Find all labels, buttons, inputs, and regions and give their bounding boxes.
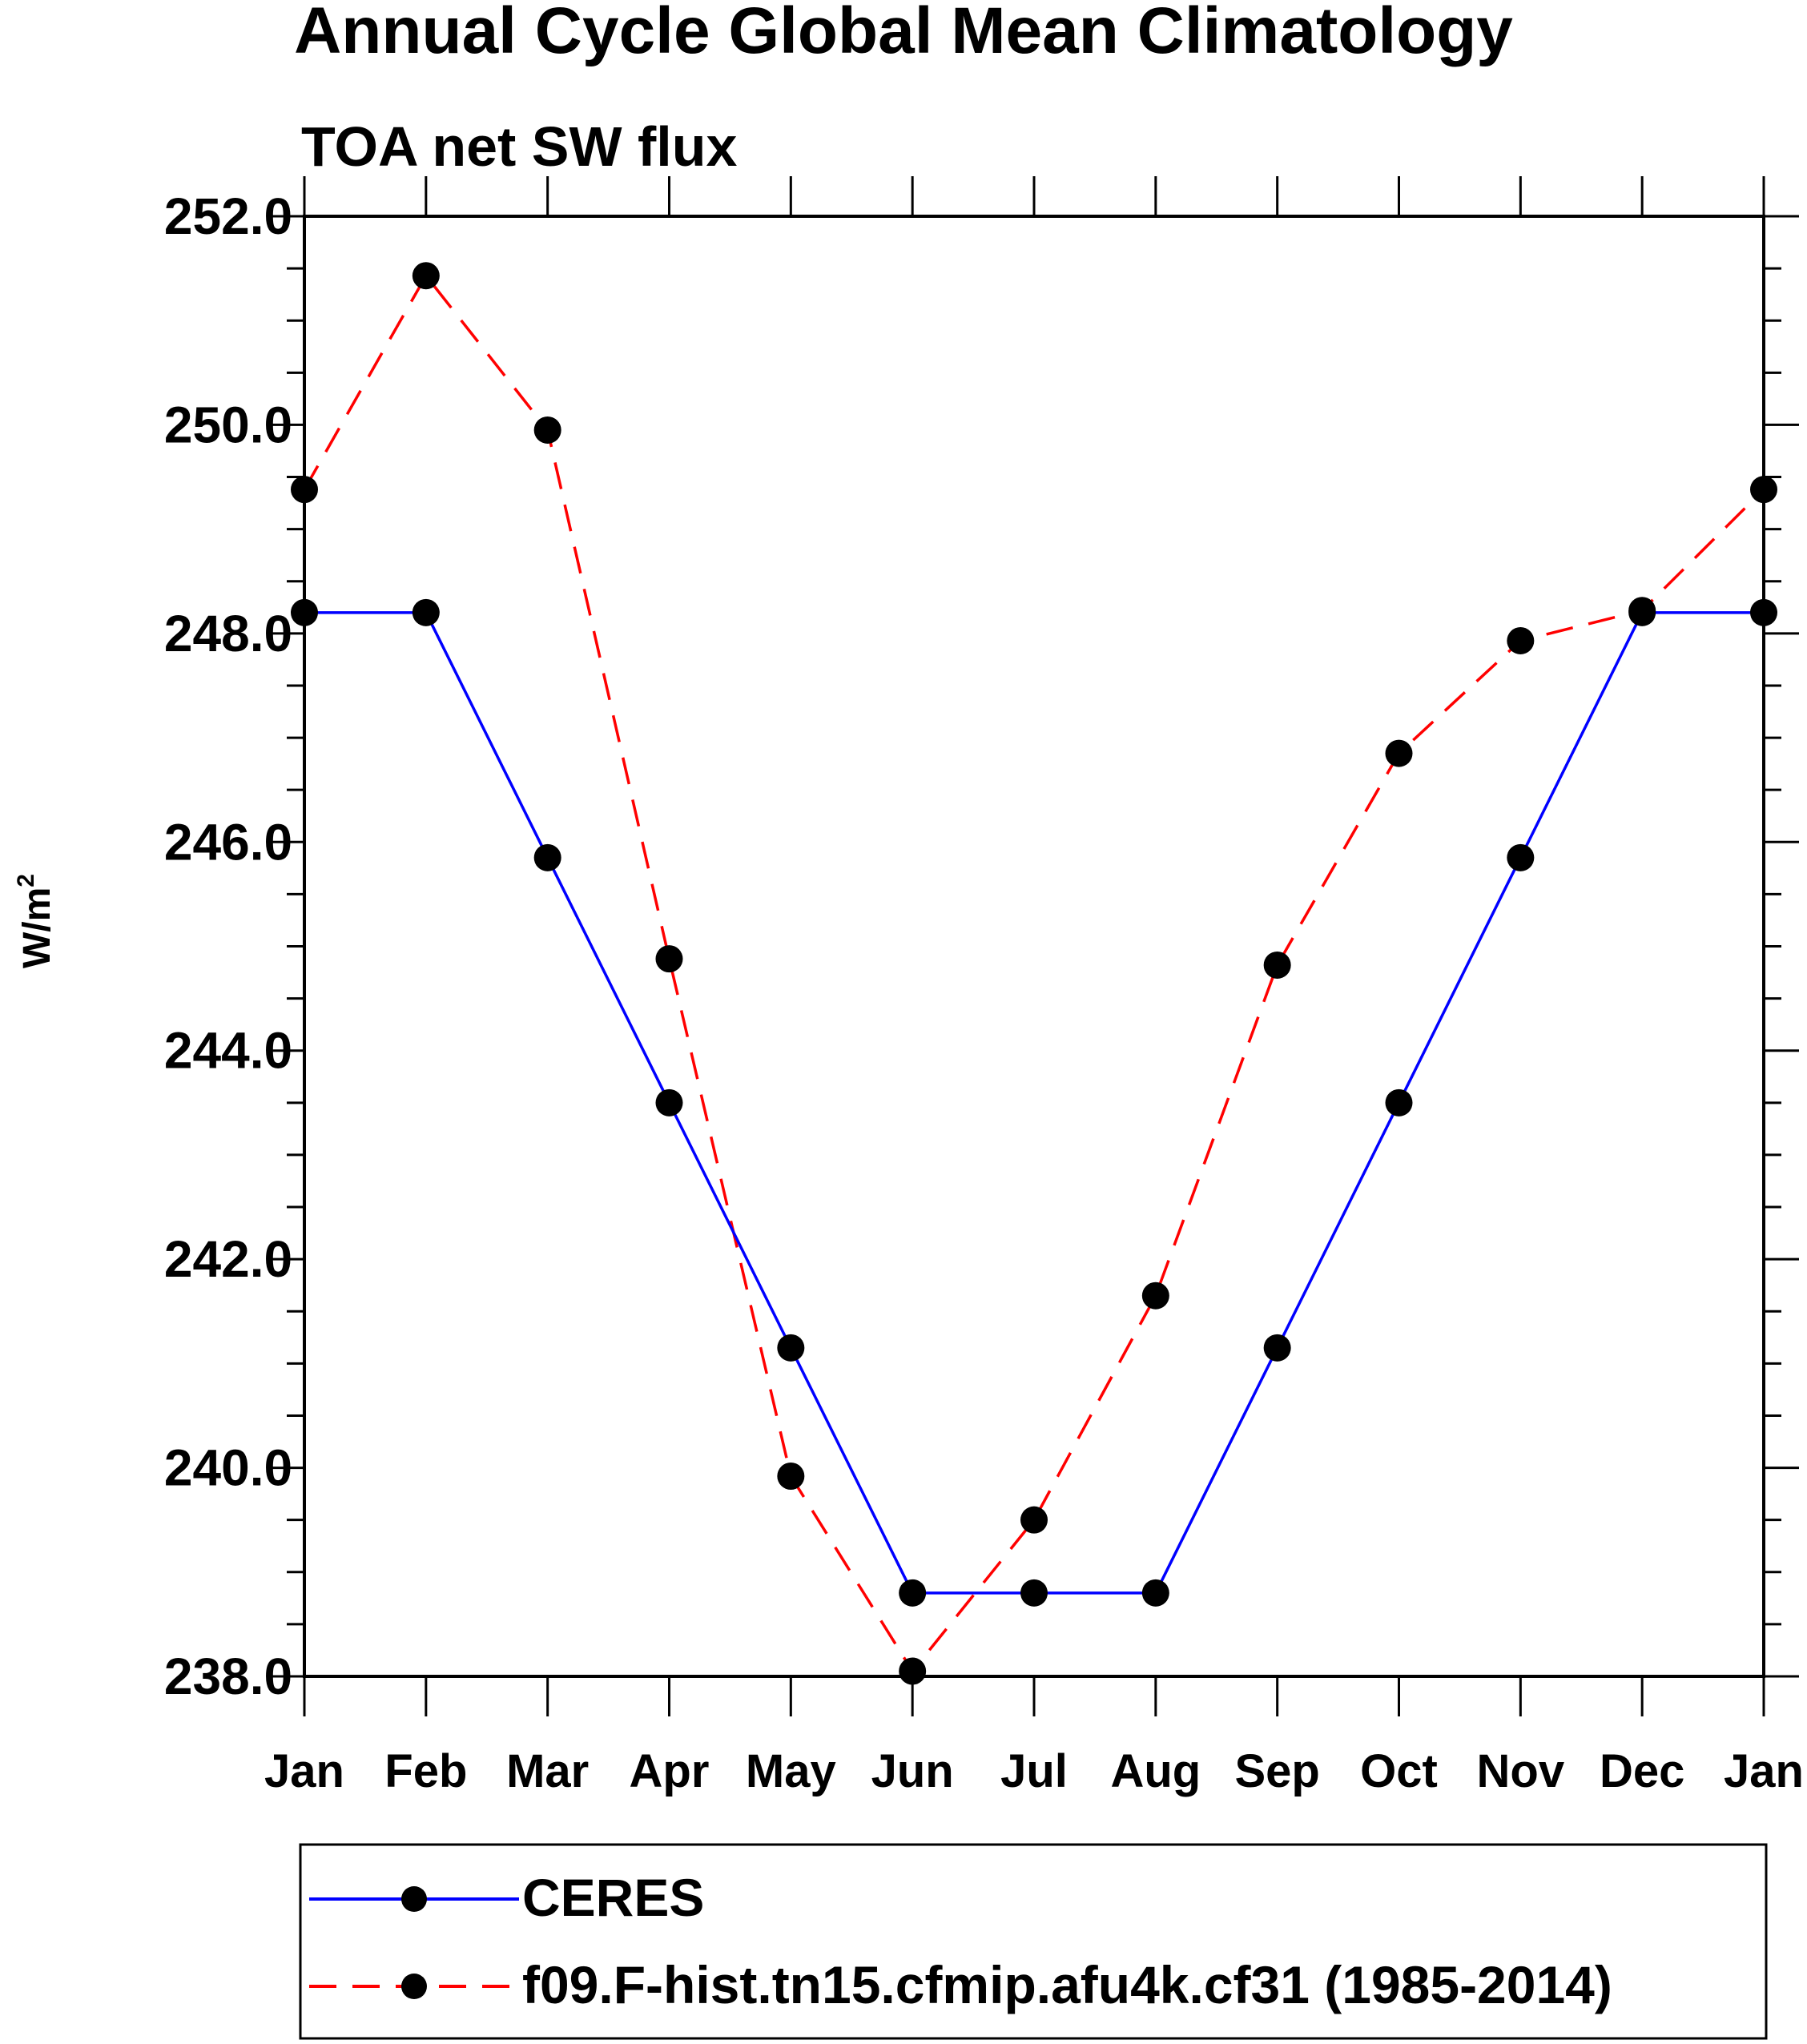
x-tick-label: Dec xyxy=(1600,1745,1684,1797)
y-tick-label: 240.0 xyxy=(164,1439,292,1497)
x-tick-label: Aug xyxy=(1110,1745,1201,1797)
data-point xyxy=(899,1579,927,1607)
legend-box xyxy=(299,1843,1768,2040)
axis-ticks xyxy=(269,176,1799,1716)
x-tick-labels: Jan Feb Mar Apr May Jun Jul Aug Sep Oct Nov Dec Jan xyxy=(264,1745,1804,1797)
data-point xyxy=(1263,951,1291,979)
y-axis-label-text: W/m xyxy=(16,887,58,968)
series-layer xyxy=(291,262,1777,1685)
data-point xyxy=(1263,1334,1291,1362)
data-point xyxy=(1141,1579,1169,1607)
y-tick-label: 250.0 xyxy=(164,396,292,453)
data-point xyxy=(1628,598,1656,626)
x-tick-label: Oct xyxy=(1360,1745,1438,1797)
data-point xyxy=(777,1334,805,1362)
legend-label-ceres: CERES xyxy=(522,1868,704,1927)
data-point xyxy=(412,598,440,626)
series-line-1 xyxy=(303,274,1765,1673)
x-tick-label: Nov xyxy=(1477,1745,1565,1797)
data-point xyxy=(655,945,683,973)
data-point xyxy=(1020,1579,1048,1607)
y-axis-label: W/m2 xyxy=(13,874,58,968)
svg-text:W/m2: W/m2 xyxy=(13,874,58,968)
data-point xyxy=(1141,1282,1169,1310)
plot-frame xyxy=(303,215,1765,1678)
x-tick-label: Jun xyxy=(871,1745,954,1797)
y-tick-labels: 238.0 240.0 242.0 244.0 246.0 248.0 250.0 252.0 xyxy=(164,187,292,1705)
data-point xyxy=(412,262,440,290)
data-point xyxy=(1385,1088,1413,1117)
x-tick-label: Feb xyxy=(384,1745,467,1797)
data-point xyxy=(899,1657,927,1685)
legend-marker-ceres xyxy=(401,1886,427,1912)
y-tick-label: 252.0 xyxy=(164,187,292,245)
x-tick-label: Mar xyxy=(506,1745,589,1797)
y-tick-label: 238.0 xyxy=(164,1648,292,1705)
y-tick-label: 244.0 xyxy=(164,1022,292,1080)
data-point xyxy=(1507,626,1535,654)
x-tick-label: May xyxy=(746,1745,836,1797)
data-point xyxy=(533,416,561,444)
y-tick-label: 242.0 xyxy=(164,1230,292,1288)
y-tick-label: 248.0 xyxy=(164,605,292,662)
legend-marker-model xyxy=(401,1974,427,1999)
x-tick-label: Jan xyxy=(1724,1745,1804,1797)
data-point xyxy=(655,1088,683,1117)
x-tick-label: Sep xyxy=(1234,1745,1319,1797)
data-point xyxy=(1385,739,1413,767)
x-tick-label: Apr xyxy=(630,1745,710,1797)
data-point xyxy=(777,1462,805,1490)
x-tick-label: Jan xyxy=(264,1745,344,1797)
data-point xyxy=(533,843,561,871)
data-point xyxy=(1507,843,1535,871)
y-tick-label: 246.0 xyxy=(164,813,292,871)
chart-subtitle: TOA net SW flux xyxy=(301,115,738,178)
series-line-0 xyxy=(304,611,1764,1595)
data-point xyxy=(1020,1506,1048,1534)
x-tick-label: Jul xyxy=(1000,1745,1068,1797)
y-axis-label-superscript: 2 xyxy=(13,874,39,887)
legend-label-model: f09.F-hist.tn15.cfmip.afu4k.cf31 (1985-2… xyxy=(522,1955,1612,2014)
legend: CERES f09.F-hist.tn15.cfmip.afu4k.cf31 (… xyxy=(299,1843,1768,2040)
chart-title: Annual Cycle Global Mean Climatology xyxy=(294,0,1513,67)
